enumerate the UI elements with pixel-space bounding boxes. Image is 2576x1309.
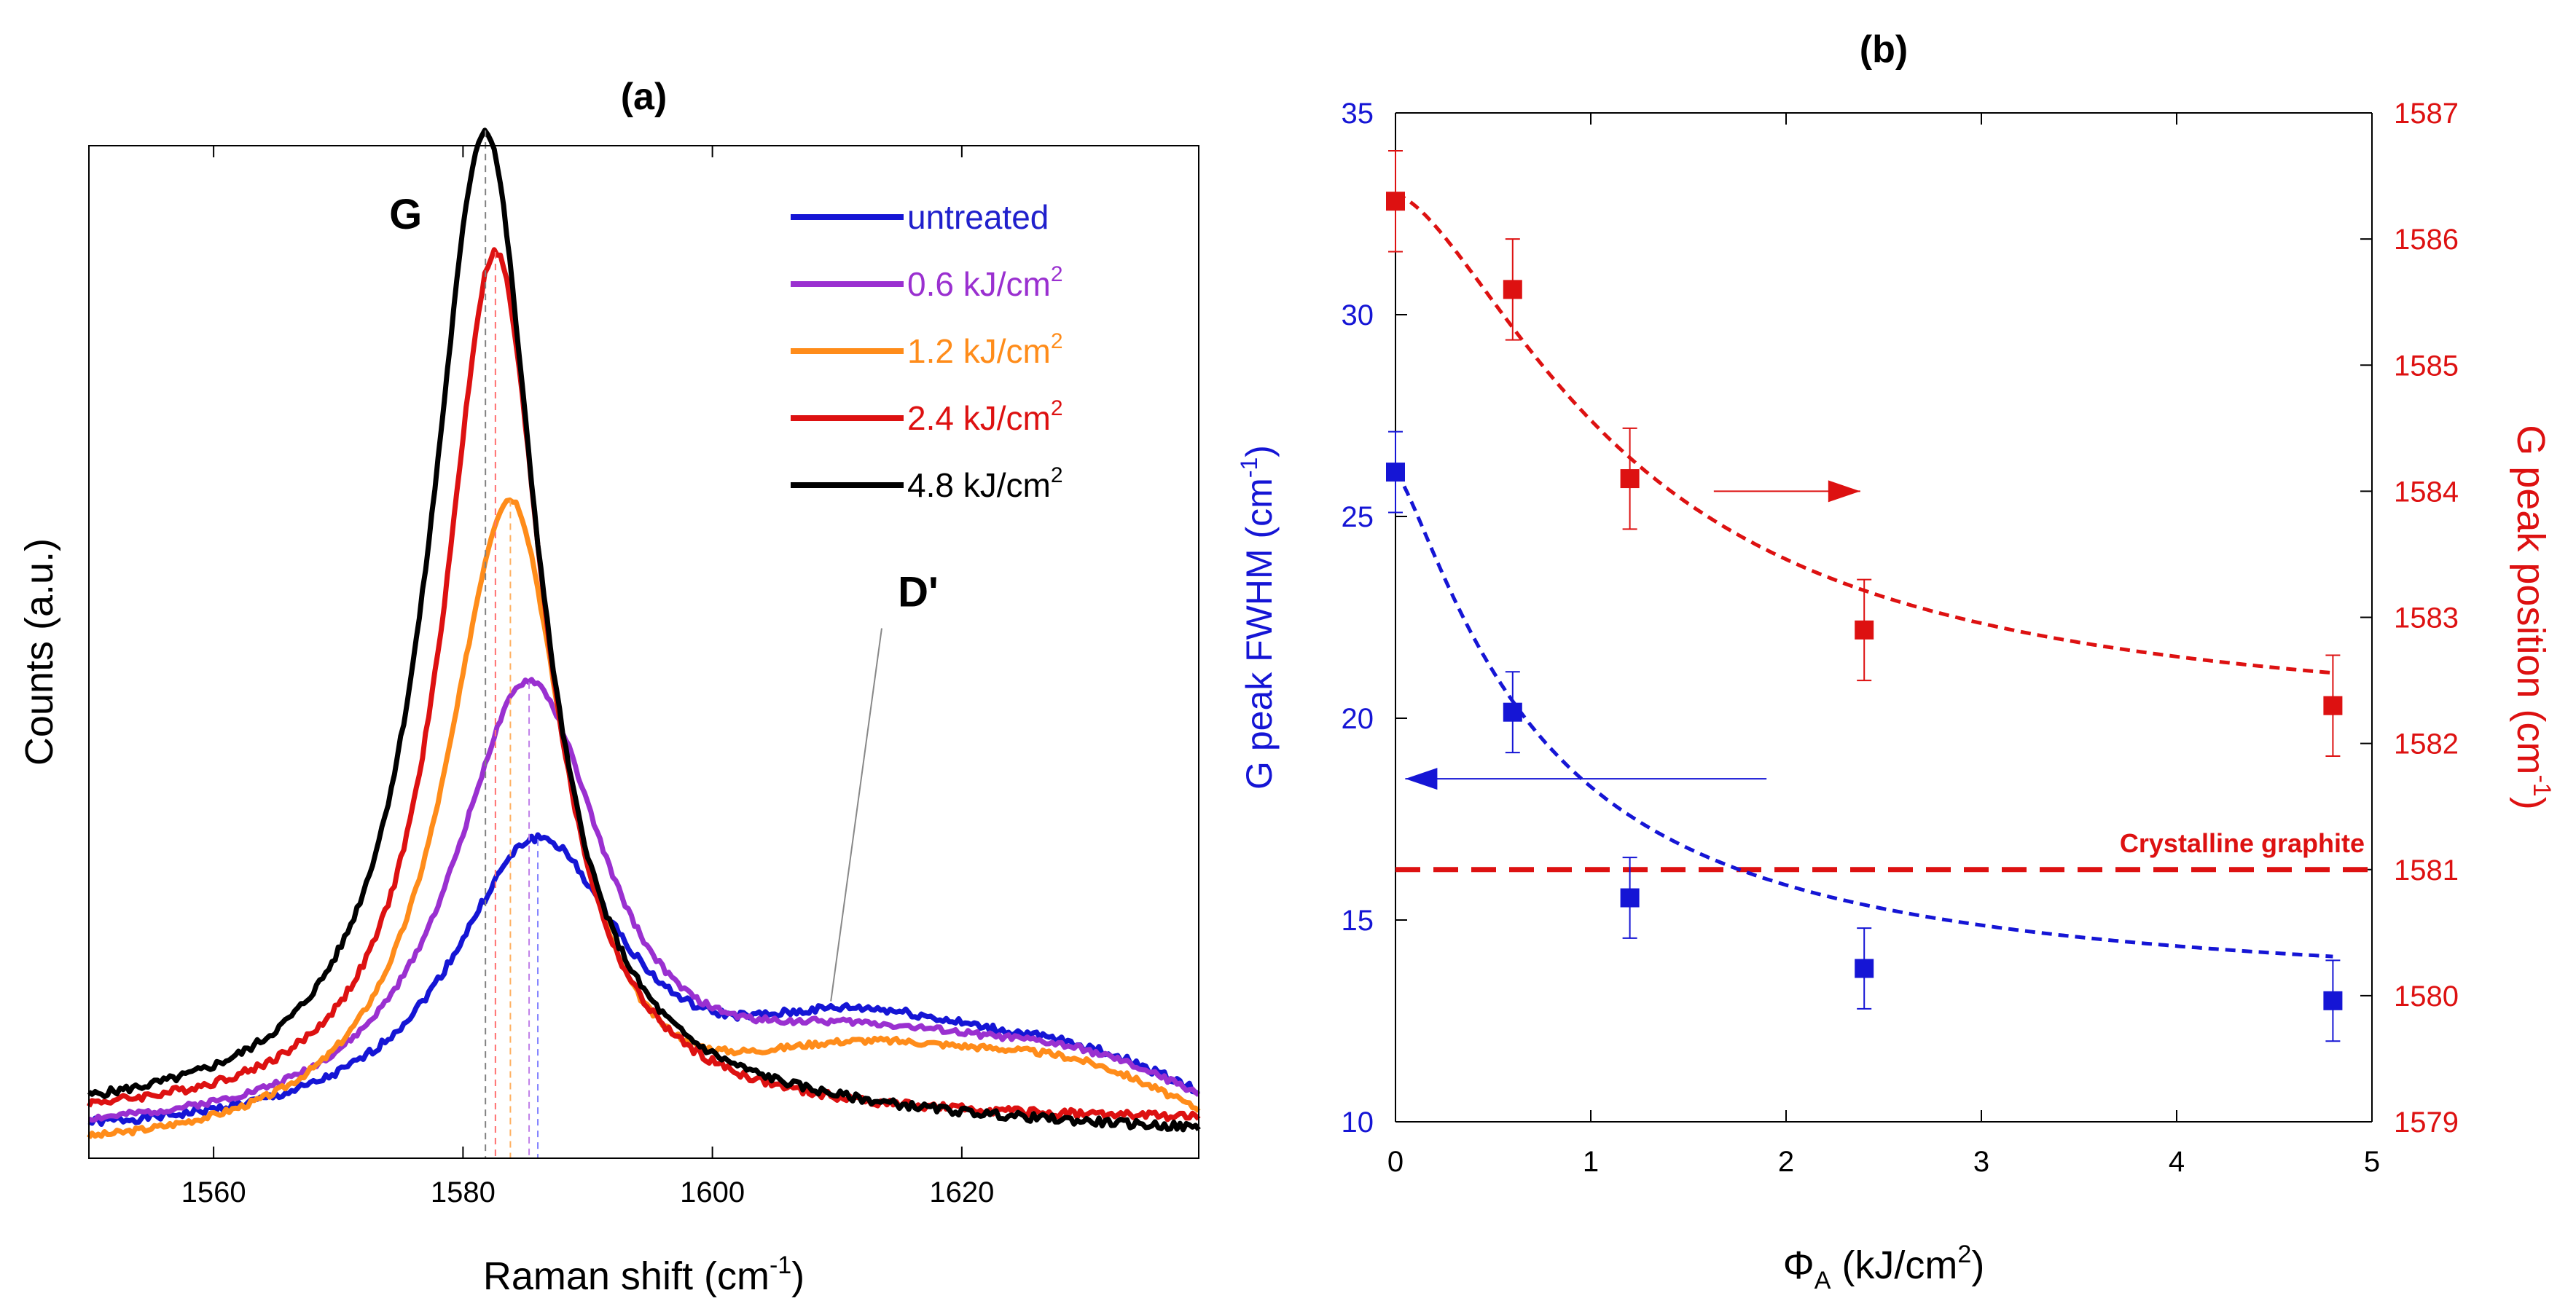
marker-0-4 [2323, 991, 2343, 1010]
b-ytick-left-label-1: 15 [1342, 905, 1374, 937]
marker-0-1 [1503, 702, 1522, 722]
a-xtick-label-0: 1560 [181, 1176, 246, 1208]
legend-label-2: 1.2 kJ/cm2 [907, 329, 1063, 370]
a-xtick-label-1: 1580 [431, 1176, 496, 1208]
marker-1-2 [1620, 469, 1640, 489]
panel-b-title: (b) [1860, 28, 1908, 71]
b-xtick-label-1: 1 [1583, 1146, 1599, 1178]
b-ytick-right-label-0: 1579 [2394, 1106, 2459, 1139]
reference-line-label: Crystalline graphite [2120, 828, 2365, 858]
marker-0-2 [1620, 888, 1640, 908]
fit-curve-0 [1394, 471, 2333, 959]
b-ytick-left-label-4: 30 [1342, 299, 1374, 331]
b-xtick-label-4: 4 [2169, 1146, 2185, 1178]
a-xtick-label-2: 1600 [680, 1176, 745, 1208]
arrow-head-0 [1405, 768, 1438, 790]
panel-a-frame [88, 145, 1199, 1159]
legend-label-4: 4.8 kJ/cm2 [907, 463, 1063, 504]
a-xtick-label-3: 1620 [929, 1176, 994, 1208]
dprime-pointer [830, 628, 882, 1002]
b-xlabel: ΦA (kJ/cm2) [1783, 1241, 1985, 1294]
b-ytick-right-label-2: 1581 [2394, 854, 2459, 887]
b-ytick-right-label-5: 1584 [2394, 476, 2459, 508]
b-ytick-right-label-3: 1582 [2394, 728, 2459, 760]
b-xtick-label-0: 0 [1387, 1146, 1404, 1178]
panel-a-title: (a) [621, 76, 668, 118]
b-ylabel-right: G peak position (cm-1) [2509, 425, 2556, 809]
series-line-0 [87, 832, 1200, 1127]
marker-1-1 [1503, 280, 1522, 299]
peak-label-Dprime: D' [898, 568, 939, 616]
marker-1-3 [1855, 620, 1874, 640]
marker-1-4 [2323, 696, 2343, 715]
b-ytick-right-label-1: 1580 [2394, 980, 2459, 1013]
panel-b: (b) 0 1 2 3 4 5 10 15 20 25 30 35 1579 1580 1581 1582 158… [1236, 28, 2556, 1294]
marker-0-3 [1855, 959, 1874, 978]
marker-0-0 [1386, 463, 1405, 482]
marker-1-0 [1386, 192, 1405, 211]
a-ylabel: Counts (a.u.) [17, 538, 61, 766]
legend-label-1: 0.6 kJ/cm2 [907, 262, 1063, 303]
legend-label-0: untreated [907, 198, 1049, 236]
legend-label-3: 2.4 kJ/cm2 [907, 396, 1063, 437]
series-line-3 [86, 247, 1201, 1123]
peak-label-G: G [389, 191, 422, 238]
series-line-1 [87, 677, 1201, 1123]
b-ytick-left-label-2: 20 [1342, 703, 1374, 735]
a-xlabel: Raman shift (cm-1) [483, 1251, 804, 1298]
b-ytick-right-label-7: 1586 [2394, 224, 2459, 256]
panel-a: (a) 1560 1580 1600 1620 Raman shift (cm-1) Cou… [17, 76, 1201, 1298]
b-ytick-left-label-3: 25 [1342, 501, 1374, 533]
b-ytick-right-label-6: 1585 [2394, 350, 2459, 382]
arrow-head-1 [1828, 480, 1860, 503]
b-xtick-label-5: 5 [2364, 1146, 2380, 1178]
b-ytick-right-label-4: 1583 [2394, 602, 2459, 634]
b-ytick-left-label-0: 10 [1342, 1106, 1374, 1139]
b-ylabel-left: G peak FWHM (cm-1) [1236, 445, 1280, 790]
b-xtick-label-2: 2 [1778, 1146, 1794, 1178]
b-ytick-right-label-8: 1587 [2394, 98, 2459, 130]
series-line-4 [87, 127, 1201, 1133]
b-ytick-left-label-5: 35 [1342, 98, 1374, 130]
b-xtick-label-3: 3 [1973, 1146, 1989, 1178]
